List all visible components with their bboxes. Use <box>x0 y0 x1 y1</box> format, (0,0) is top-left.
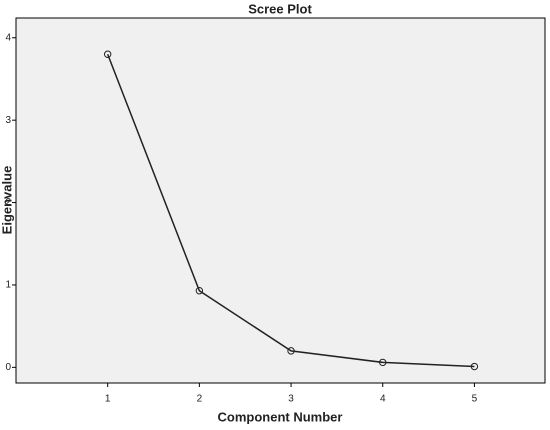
data-point <box>195 287 204 295</box>
data-point <box>470 362 479 371</box>
y-tick-label: 2 <box>5 197 11 208</box>
y-tick-label: 1 <box>5 280 11 291</box>
y-axis-label: Eigenvalue <box>0 166 14 235</box>
x-axis-label: Component Number <box>218 409 343 424</box>
data-line <box>106 53 475 368</box>
chart-title: Scree Plot <box>248 1 312 16</box>
data-point <box>379 358 387 367</box>
x-tick-label: 5 <box>472 394 478 405</box>
y-tick-label: 0 <box>5 362 11 373</box>
data-point <box>103 50 112 58</box>
x-tick-label: 4 <box>380 394 386 405</box>
data-point <box>287 347 295 355</box>
plot-area <box>15 17 546 384</box>
x-tick-label: 2 <box>197 394 203 405</box>
x-tick-label: 1 <box>105 394 111 405</box>
x-tick-label: 3 <box>288 394 294 405</box>
y-tick-label: 3 <box>5 115 11 126</box>
y-tick-label: 4 <box>5 32 11 43</box>
